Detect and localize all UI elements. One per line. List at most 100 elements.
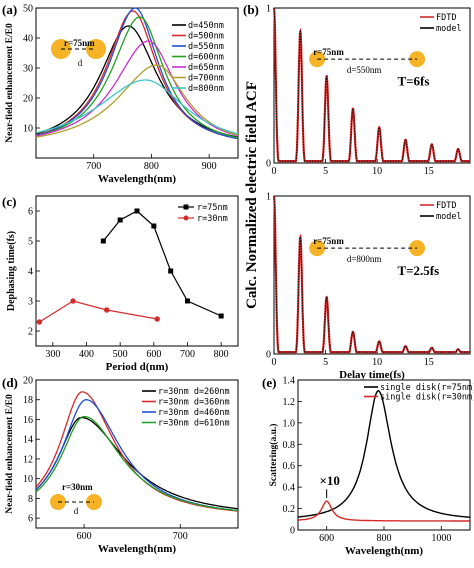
c-point bbox=[168, 268, 174, 274]
d-ytick-label: 20 bbox=[23, 376, 33, 387]
b-bottom-xlabel: Delay time(fs) bbox=[339, 369, 405, 381]
c-point bbox=[218, 313, 224, 319]
a-series-line-d=700nm bbox=[35, 64, 239, 138]
e-ytick-label: 1.0 bbox=[283, 418, 296, 429]
c-ytick-label: 3 bbox=[28, 297, 33, 308]
e-ytick-label: 0.8 bbox=[283, 440, 296, 451]
c-xtick-label: 700 bbox=[180, 349, 195, 360]
d-series-line-r=30nm d=610nm bbox=[35, 415, 239, 512]
d-ytick-label: 6 bbox=[28, 514, 33, 525]
c-xtick-label: 400 bbox=[79, 349, 94, 360]
d-period-label: d bbox=[74, 506, 79, 516]
d-xtick-label: 700 bbox=[173, 531, 188, 542]
chart-e: 600 800 1000 0 0.2 0.4 0.6 0.8 1.0 1.2 1.4 Waveleng… bbox=[268, 376, 474, 558]
e-xtick-label: 1000 bbox=[431, 533, 451, 544]
d-xlabel: Wavelength(nm) bbox=[98, 543, 177, 555]
c-point bbox=[36, 319, 43, 325]
e-ytick-label: 0 bbox=[290, 526, 295, 537]
c-legend-marker bbox=[183, 215, 189, 221]
panel-label-d: (d) bbox=[2, 375, 18, 390]
b-bottom-plot-frame bbox=[273, 195, 471, 355]
panel-label-c: (c) bbox=[2, 194, 16, 209]
c-ytick-label: 5 bbox=[28, 237, 33, 248]
e-xtick-label: 800 bbox=[377, 533, 392, 544]
b-bottom-xtick-label: 0 bbox=[272, 357, 277, 368]
c-xtick-label: 600 bbox=[146, 349, 161, 360]
e-plot-frame bbox=[297, 379, 471, 531]
e-ytick-label: 0.6 bbox=[283, 461, 296, 472]
a-series-line-d=550nm bbox=[35, 7, 239, 140]
chart-d: 600 700 6 8 10 12 14 16 18 20 Wavelength(nm) Near-f… bbox=[5, 376, 239, 555]
e-legend-label: single disk(r=75nm) bbox=[380, 383, 474, 393]
e-ytick-label: 1.4 bbox=[283, 376, 296, 387]
d-xtick-label: 600 bbox=[77, 531, 92, 542]
b-top-legend-label: FDTD bbox=[436, 13, 456, 23]
c-point bbox=[100, 238, 106, 244]
b-top-xtick-label: 10 bbox=[372, 166, 382, 177]
a-legend-label: d=550nm bbox=[188, 42, 224, 52]
e-ylabel: Scattering(a.u.) bbox=[268, 424, 279, 487]
d-ytick-label: 10 bbox=[23, 474, 33, 485]
d-radius-label: r=30nm bbox=[62, 482, 93, 492]
c-xtick-label: 800 bbox=[214, 349, 229, 360]
a-ylabel: Near-field enhancement E/E0 bbox=[5, 23, 15, 143]
b-bottom-xtick-label: 10 bbox=[372, 357, 382, 368]
e-ytick-label: 0.4 bbox=[283, 483, 296, 494]
chart-a: 700 800 900 10 20 30 40 50 Wavelength(nm) Near-fi… bbox=[5, 4, 239, 185]
e-xlabel: Wavelength(nm) bbox=[345, 545, 424, 557]
panel-label-b: (b) bbox=[243, 2, 259, 17]
e-ytick-label: 1.2 bbox=[283, 397, 296, 408]
b-top-ytick-label: 1 bbox=[266, 4, 271, 15]
d-ytick-label: 12 bbox=[23, 454, 33, 465]
c-ylabel: Dephasing time(fs) bbox=[6, 231, 17, 311]
b-bottom-radius-label: r=75nm bbox=[313, 236, 344, 246]
b-bottom-legend-label: FDTD bbox=[436, 201, 456, 211]
a-disk-right bbox=[86, 39, 106, 59]
c-series-line-r=75nm bbox=[102, 210, 222, 317]
d-legend-label: r=30nm d=460nm bbox=[158, 408, 230, 418]
a-legend-label: d=450nm bbox=[188, 21, 224, 31]
b-top-xtick-label: 0 bbox=[272, 166, 277, 177]
e-series-line-single disk(r=75nm) bbox=[297, 390, 471, 518]
a-series-line-d=600nm bbox=[35, 16, 239, 139]
a-xtick-label: 800 bbox=[144, 161, 159, 172]
c-ytick-label: 6 bbox=[28, 207, 33, 218]
a-ytick-label: 30 bbox=[23, 64, 33, 75]
a-legend-label: d=600nm bbox=[188, 53, 224, 63]
d-legend-label: r=30nm d=360nm bbox=[158, 398, 230, 408]
e-ytick-label: 0.2 bbox=[283, 504, 296, 515]
b-bottom-ytick-label: 0 bbox=[266, 350, 271, 361]
c-ytick-label: 4 bbox=[28, 267, 33, 278]
b-bottom-xtick-label: 5 bbox=[323, 357, 328, 368]
d-plot-frame bbox=[35, 379, 239, 529]
d-ytick-label: 14 bbox=[23, 435, 33, 446]
c-legend-marker bbox=[183, 204, 189, 210]
e-legend-label: single disk(r=30nm) bbox=[380, 393, 474, 403]
d-legend-label: r=30nm d=260nm bbox=[158, 387, 230, 397]
b-top-xtick-label: 5 bbox=[323, 166, 328, 177]
c-point bbox=[70, 298, 76, 304]
b-bottom-T-label: T=2.5fs bbox=[397, 263, 439, 278]
chart-c: 300 400 500 600 700 800 2 3 4 5 6 Period d(nm) Depha… bbox=[6, 195, 239, 373]
a-legend-label: d=500nm bbox=[188, 32, 224, 42]
b-top-legend-label: model bbox=[436, 24, 462, 34]
a-period-label: d bbox=[78, 58, 83, 68]
a-legend-label: d=800nm bbox=[188, 84, 224, 94]
panel-label-a: (a) bbox=[2, 2, 17, 17]
b-top-period-label: d=550nm bbox=[347, 65, 382, 75]
a-xtick-label: 900 bbox=[202, 161, 217, 172]
d-ytick-label: 18 bbox=[23, 395, 33, 406]
a-legend-label: d=650nm bbox=[188, 63, 224, 73]
b-bottom-xtick-label: 15 bbox=[424, 357, 434, 368]
a-legend-label: d=700nm bbox=[188, 74, 224, 84]
e-scale-annotation: ×10 bbox=[320, 473, 340, 488]
d-series-line-r=30nm d=260nm bbox=[35, 416, 239, 510]
c-xtick-label: 300 bbox=[45, 349, 60, 360]
a-ytick-label: 20 bbox=[23, 94, 33, 105]
d-legend-label: r=30nm d=610nm bbox=[158, 419, 230, 429]
e-xtick-label: 600 bbox=[319, 533, 334, 544]
b-top-T-label: T=6fs bbox=[397, 74, 429, 89]
